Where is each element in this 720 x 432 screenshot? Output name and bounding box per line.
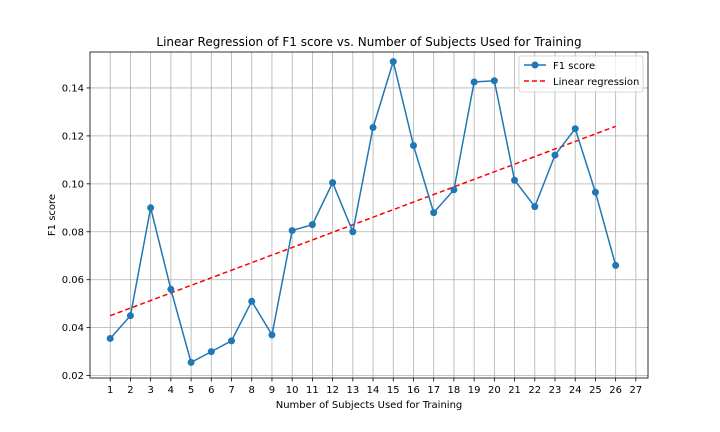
f1-score-point bbox=[147, 204, 155, 212]
f1-score-point bbox=[430, 209, 438, 217]
x-tick-label: 18 bbox=[448, 385, 461, 396]
f1-score-point bbox=[551, 151, 559, 159]
x-tick-label: 24 bbox=[569, 385, 582, 396]
x-tick-label: 25 bbox=[589, 385, 602, 396]
f1-score-point bbox=[207, 348, 215, 356]
y-tick-label: 0.12 bbox=[62, 131, 84, 142]
regression-line bbox=[109, 125, 616, 317]
x-tick-label: 4 bbox=[168, 385, 174, 396]
f1-score-point bbox=[409, 141, 417, 149]
x-tick-label: 14 bbox=[367, 385, 380, 396]
x-tick-label: 23 bbox=[549, 385, 562, 396]
y-tick-label: 0.14 bbox=[62, 83, 84, 94]
x-tick-label: 6 bbox=[208, 385, 214, 396]
y-tick-label: 0.10 bbox=[62, 179, 84, 190]
x-tick-label: 26 bbox=[609, 385, 622, 396]
x-tick-label: 12 bbox=[326, 385, 339, 396]
y-axis-label: F1 score bbox=[47, 194, 58, 236]
legend-f1-marker bbox=[531, 61, 539, 69]
y-tick-label: 0.02 bbox=[62, 371, 84, 382]
f1-score-point bbox=[349, 228, 357, 236]
y-tick-label: 0.06 bbox=[62, 275, 84, 286]
x-tick-label: 17 bbox=[427, 385, 440, 396]
legend-box bbox=[518, 55, 644, 93]
f1-score-point bbox=[450, 186, 458, 194]
x-tick-label: 13 bbox=[346, 385, 359, 396]
f1-score-point bbox=[288, 227, 296, 235]
f1-score-point bbox=[591, 188, 599, 196]
y-tick-label: 0.08 bbox=[62, 227, 84, 238]
x-tick-label: 5 bbox=[188, 385, 194, 396]
x-tick-label: 22 bbox=[528, 385, 541, 396]
x-tick-label: 8 bbox=[249, 385, 255, 396]
x-tick-label: 20 bbox=[488, 385, 501, 396]
y-axis-ticks: 0.02 0.04 0.06 0.08 0.10 0.12 0.14 bbox=[62, 83, 90, 382]
grid bbox=[90, 52, 648, 378]
legend-regression-label: Linear regression bbox=[553, 77, 639, 88]
plot-frame bbox=[89, 51, 649, 379]
f1-score-point bbox=[470, 78, 478, 86]
y-tick-label: 0.04 bbox=[62, 323, 84, 334]
x-tick-label: 15 bbox=[387, 385, 400, 396]
legend-f1-label: F1 score bbox=[553, 61, 595, 72]
f1-score-point bbox=[369, 124, 377, 132]
series-layer bbox=[106, 58, 620, 366]
x-tick-label: 9 bbox=[269, 385, 275, 396]
x-axis-ticks: 1 2 3 4 5 6 7 8 9 10 11 12 13 14 15 16 17 18 19 20 21 22 23 24 2… bbox=[107, 378, 642, 396]
f1-score-point bbox=[329, 179, 337, 187]
x-axis-label: Number of Subjects Used for Training bbox=[276, 400, 463, 411]
f1-score-point bbox=[571, 125, 579, 133]
x-tick-label: 21 bbox=[508, 385, 521, 396]
x-tick-label: 3 bbox=[147, 385, 153, 396]
f1-score-point bbox=[268, 331, 276, 339]
f1-score-point bbox=[308, 221, 316, 229]
f1-score-point bbox=[228, 337, 236, 345]
x-tick-label: 2 bbox=[127, 385, 133, 396]
x-tick-label: 16 bbox=[407, 385, 420, 396]
f1-score-point bbox=[167, 285, 175, 293]
axes-frame bbox=[89, 51, 649, 379]
f1-score-point bbox=[612, 261, 620, 269]
x-tick-label: 11 bbox=[306, 385, 319, 396]
x-tick-label: 19 bbox=[468, 385, 481, 396]
f1-score-point bbox=[106, 334, 114, 342]
f1-score-point bbox=[490, 77, 498, 85]
f1-score-point bbox=[531, 203, 539, 211]
f1-score-point bbox=[187, 358, 195, 366]
x-tick-label: 10 bbox=[286, 385, 299, 396]
f1-score-line bbox=[109, 58, 617, 364]
f1-score-point bbox=[511, 176, 519, 184]
f1-score-point bbox=[389, 58, 397, 66]
x-tick-label: 27 bbox=[630, 385, 643, 396]
f1-score-point bbox=[126, 312, 134, 320]
legend: F1 score Linear regression bbox=[518, 55, 644, 93]
x-tick-label: 7 bbox=[228, 385, 234, 396]
f1-score-point bbox=[248, 297, 256, 305]
chart-title: Linear Regression of F1 score vs. Number… bbox=[156, 35, 581, 49]
x-tick-label: 1 bbox=[107, 385, 113, 396]
